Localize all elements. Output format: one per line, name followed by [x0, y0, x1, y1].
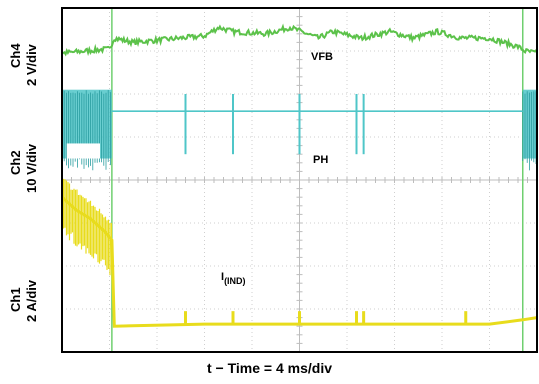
vfb-label: VFB [311, 51, 333, 63]
ch2-ground-marker [66, 143, 100, 159]
plot-frame [61, 7, 538, 353]
x-axis-label: t − Time = 4 ms/div [206, 360, 333, 376]
ch2-name: Ch2 [8, 150, 23, 175]
ch4-label: Ch4 [8, 43, 23, 68]
ch4-scale-label: 2 V/div [24, 44, 39, 86]
iind-sub: (IND) [224, 276, 246, 286]
iind-label: I(IND) [221, 271, 246, 286]
vfb-trace [61, 23, 538, 57]
ch2-scale: 10 V/div [24, 143, 39, 193]
iind-pulse-6 [464, 311, 468, 325]
iind-pulse-4 [355, 311, 358, 325]
iind-trace [60, 196, 538, 328]
iind-pulse-3 [298, 311, 301, 325]
ch2-scale-label: 10 V/div [24, 144, 39, 193]
ch1-label: Ch1 [8, 287, 23, 312]
iind-ripple-band [61, 177, 113, 276]
ch1-scale: 2 A/div [24, 279, 39, 322]
ch2-label: Ch2 [8, 150, 23, 175]
ph-switching-edges-2 [522, 91, 537, 171]
ph-label: PH [313, 154, 329, 166]
iind-pulse-5 [362, 311, 366, 325]
ch1-scale-label: 2 A/div [24, 280, 39, 322]
iind-pulse-1 [184, 311, 187, 325]
ch4-name: Ch4 [8, 43, 23, 68]
iind-pulse-2 [231, 311, 235, 325]
ch1-name: Ch1 [8, 287, 23, 312]
iind-main: I [221, 271, 225, 283]
ch4-scale: 2 V/div [24, 44, 39, 86]
